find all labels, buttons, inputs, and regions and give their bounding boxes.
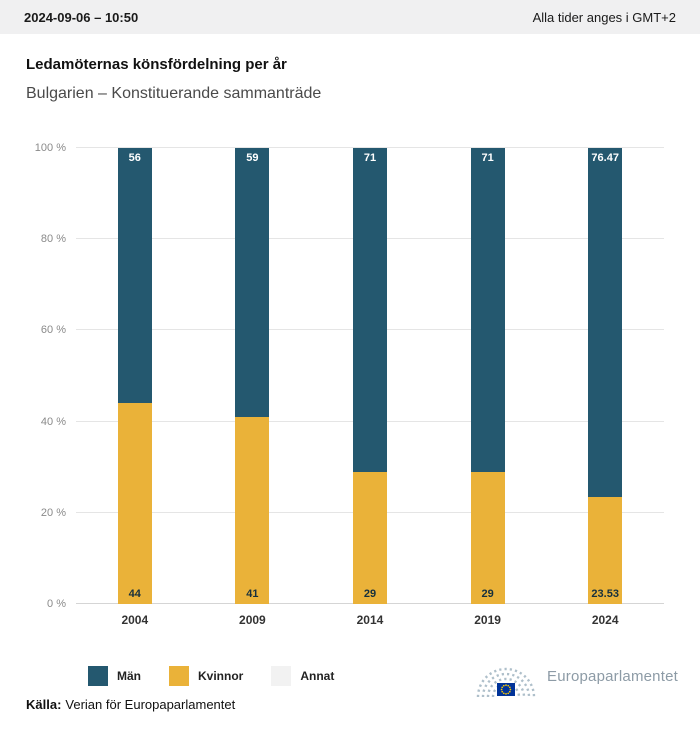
y-axis-tick-label: 0 %	[47, 598, 66, 610]
bar-segment-kvinnor: 44	[117, 403, 152, 604]
bar-segment-kvinnor: 41	[235, 417, 270, 604]
bar-segment-män: 71	[470, 148, 505, 472]
stacked-bar-2024: 76.47 23.53	[588, 148, 623, 604]
bar-segment-kvinnor: 29	[470, 471, 505, 604]
bar-segment-män: 76.47	[588, 148, 623, 497]
bar-segment-män: 71	[352, 148, 387, 472]
logo-text: Europaparlamentet	[547, 667, 678, 685]
bar-value-label: 29	[481, 587, 494, 600]
x-axis-label: 2019	[474, 613, 501, 627]
y-axis-tick-label: 40 %	[40, 415, 66, 428]
hemicycle-icon	[476, 667, 536, 698]
bar-column-2004: 56 44 2004	[76, 148, 194, 627]
europarl-logo: Europaparlamentet	[475, 652, 678, 700]
bar-value-label: 41	[246, 587, 259, 600]
bar-value-label: 44	[128, 587, 141, 600]
y-axis-tick-label: 80 %	[40, 233, 66, 246]
legend-label: Män	[117, 669, 141, 683]
source-line: Källa: Verian för Europaparlamentet	[26, 697, 235, 712]
bar-column-2019: 71 29 2019	[429, 148, 547, 627]
bar-segment-kvinnor: 23.53	[588, 496, 623, 604]
datetime-label: 2024-09-06 – 10:50	[24, 9, 139, 25]
legend-swatch-annat	[271, 666, 292, 686]
legend-item-annat[interactable]: Annat	[271, 666, 334, 686]
eu-flag-icon	[497, 683, 516, 696]
bar-value-label: 23.53	[591, 587, 619, 600]
bar-value-label: 71	[363, 152, 377, 164]
gridline	[76, 147, 664, 148]
bar-value-label: 71	[481, 152, 494, 164]
source-text: Verian för Europaparlamentet	[65, 697, 236, 712]
bar-value-label: 29	[363, 587, 377, 600]
bar-column-2009: 59 41 2009	[194, 148, 312, 627]
x-axis-label: 2014	[356, 613, 384, 627]
legend-label: Kvinnor	[198, 669, 244, 683]
bar-segment-kvinnor: 29	[352, 471, 387, 604]
top-bar: 2024-09-06 – 10:50 Alla tider anges i GM…	[0, 0, 700, 34]
chart-title: Ledamöternas könsfördelning per år	[26, 56, 287, 73]
chart-subtitle: Bulgarien – Konstituerande sammanträde	[26, 85, 322, 102]
bar-value-label: 56	[128, 152, 141, 164]
legend-swatch-män	[88, 666, 108, 686]
legend: Män Kvinnor Annat	[88, 666, 334, 686]
bar-value-label: 59	[246, 152, 259, 164]
x-axis-label: 2024	[591, 613, 619, 627]
y-axis-tick-label: 100 %	[34, 142, 66, 154]
bar-value-label: 76.47	[591, 152, 619, 164]
stacked-bar-2009: 59 41	[235, 148, 270, 604]
legend-swatch-kvinnor	[169, 666, 189, 686]
stacked-bar-2014: 71 29	[352, 148, 387, 604]
y-axis-tick-label: 20 %	[40, 506, 66, 519]
legend-item-män[interactable]: Män	[88, 666, 141, 686]
source-label: Källa:	[26, 697, 62, 712]
bar-segment-män: 59	[235, 148, 270, 418]
stacked-bar-chart: 0 % 20 % 40 % 60 % 80 % 100 % 56 44 2004 59 41 2009…	[35, 142, 664, 627]
bar-column-2014: 71 29 2014	[311, 148, 429, 627]
legend-item-kvinnor[interactable]: Kvinnor	[169, 666, 243, 686]
timezone-note: Alla tider anges i GMT+2	[532, 9, 676, 25]
y-axis-tick-label: 60 %	[40, 324, 66, 337]
x-axis-label: 2004	[121, 613, 149, 627]
plot-area: 0 % 20 % 40 % 60 % 80 % 100 % 56 44 2004 59 41 2009…	[35, 142, 664, 627]
legend-label: Annat	[300, 669, 335, 683]
stacked-bar-2019: 71 29	[470, 148, 505, 604]
bar-segment-män: 56	[117, 148, 152, 404]
bar-column-2024: 76.47 23.53 2024	[546, 148, 664, 627]
x-axis-label: 2009	[239, 613, 266, 627]
stacked-bar-2004: 56 44	[117, 148, 152, 604]
